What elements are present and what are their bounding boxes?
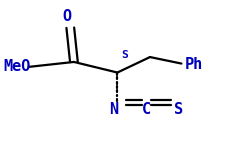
Text: Ph: Ph: [184, 57, 203, 72]
Text: C: C: [142, 102, 151, 117]
Text: N: N: [109, 102, 118, 117]
Text: O: O: [62, 9, 71, 24]
Text: S: S: [121, 50, 128, 60]
Text: MeO: MeO: [3, 59, 31, 74]
Text: S: S: [174, 102, 183, 117]
